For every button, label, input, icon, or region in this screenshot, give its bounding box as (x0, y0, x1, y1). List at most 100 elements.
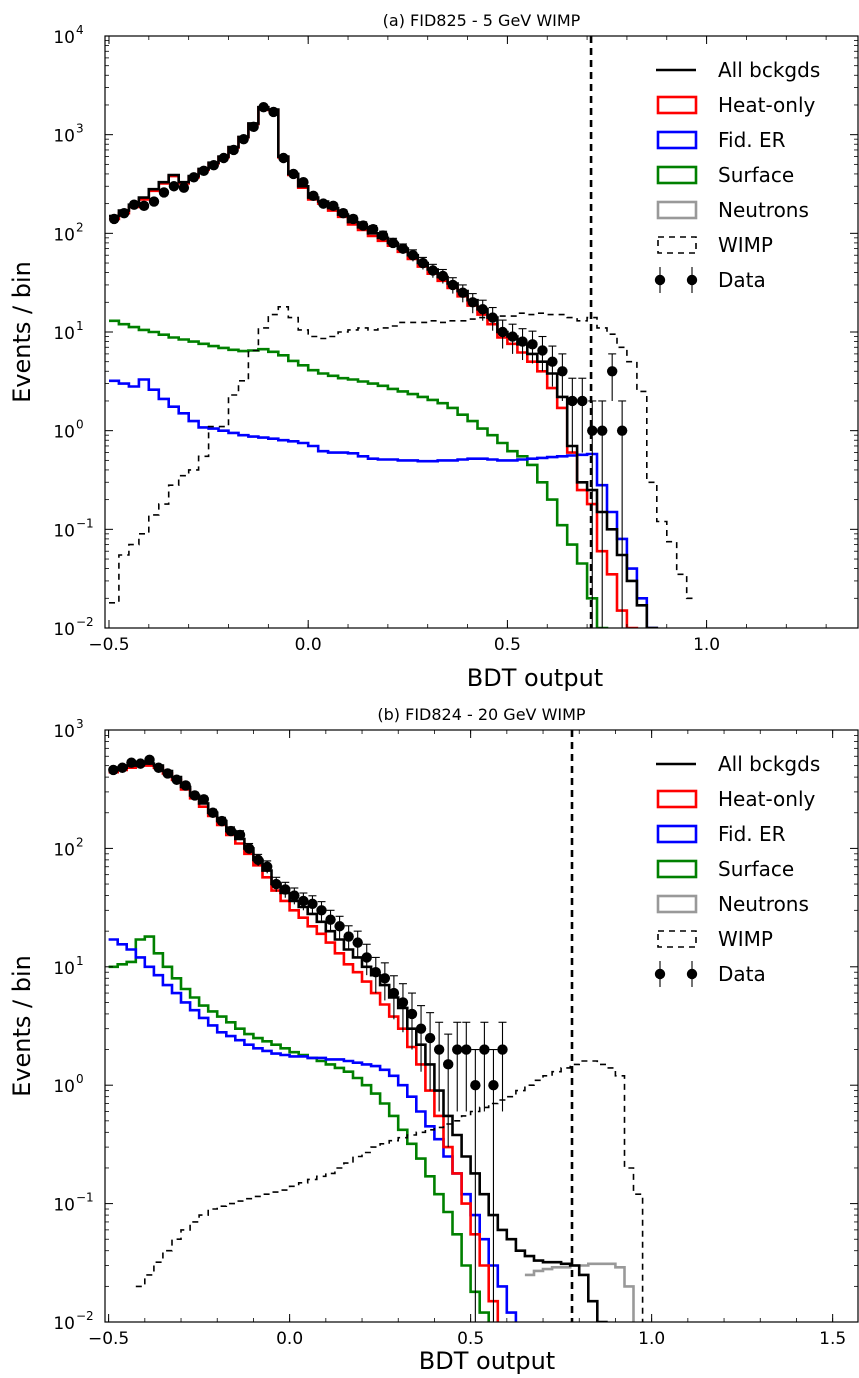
data-point (108, 764, 119, 776)
data-point (577, 395, 588, 407)
legend-point (686, 274, 698, 286)
data-point (307, 898, 318, 910)
data-point (171, 774, 182, 785)
data-point (258, 101, 269, 113)
data-point (467, 297, 478, 308)
legend-label: Neutrons (718, 198, 809, 222)
data-point (135, 758, 146, 769)
legend-label: Data (718, 962, 766, 986)
y-tick-exponent: −1 (76, 1191, 94, 1205)
data-point (162, 768, 173, 779)
axes-frame (104, 729, 859, 1323)
chart-title: (b) FID824 - 20 GeV WIMP (377, 705, 586, 724)
data-point (343, 931, 354, 942)
y-tick-exponent: 2 (76, 835, 84, 849)
axes-frame (104, 35, 859, 629)
data-point (406, 1008, 418, 1020)
data-point (447, 279, 459, 291)
y-tick-label: 10 (53, 127, 75, 147)
data-point (188, 172, 200, 183)
legend-item-heat: Heat-only (656, 93, 815, 117)
data-point (178, 182, 190, 193)
data-point (547, 356, 558, 367)
data-point (357, 220, 369, 231)
data-point (606, 366, 618, 377)
y-tick-exponent: 1 (76, 954, 84, 968)
data-point (388, 987, 400, 999)
x-tick-label: 1.0 (693, 635, 720, 655)
data-point (367, 224, 379, 235)
legend-item-data: Data (654, 267, 766, 293)
data-point (424, 1032, 436, 1044)
data-point (452, 1044, 463, 1055)
data-point (597, 425, 608, 436)
legend-swatch (656, 859, 698, 879)
data-point (208, 160, 219, 171)
y-tick-label: 10 (53, 1196, 75, 1216)
data-point (457, 287, 468, 298)
legend-label: All bckgds (718, 752, 820, 776)
data-point (117, 762, 128, 773)
legend-item-fider: Fid. ER (656, 822, 786, 846)
series-all-histogram (109, 105, 659, 628)
legend-swatch (656, 165, 698, 185)
chart-title: (a) FID825 - 5 GeV WIMP (383, 11, 581, 30)
legend-swatch (656, 200, 698, 220)
legend-swatch (656, 894, 698, 914)
series-surf-histogram (108, 935, 490, 1322)
series-wimp-histogram (135, 1060, 644, 1322)
data-point (216, 815, 228, 827)
legend-label: Fid. ER (718, 128, 786, 152)
legend-label: Surface (718, 857, 794, 881)
data-point (379, 973, 391, 984)
legend-swatch (657, 930, 697, 948)
y-tick-exponent: 0 (76, 1072, 84, 1086)
y-tick-label: 10 (53, 28, 75, 48)
y-axis-label: Events / bin (8, 955, 36, 1097)
legend-item-surf: Surface (656, 857, 794, 881)
data-point (168, 181, 180, 192)
y-tick-label: 10 (53, 959, 75, 979)
data-point (225, 825, 237, 837)
legend-point (654, 274, 666, 286)
data-point (387, 237, 399, 249)
data-point (517, 336, 528, 347)
legend: All bckgds Heat-only Fid. ER Surface Neutron… (654, 58, 820, 293)
data-point (567, 395, 578, 407)
y-tick-label: 10 (53, 521, 75, 541)
data-point (218, 152, 229, 164)
legend-item-surf: Surface (656, 163, 794, 187)
x-tick-label: −0.5 (88, 1329, 129, 1349)
legend-label: All bckgds (718, 58, 820, 82)
data-point (507, 331, 518, 342)
y-tick-exponent: 3 (76, 122, 84, 136)
x-tick-label: 0.5 (457, 1329, 484, 1349)
legend-label: Neutrons (718, 892, 809, 916)
y-tick-label: 10 (53, 840, 75, 860)
legend-label: Heat-only (718, 93, 815, 117)
legend-swatch (656, 789, 698, 809)
data-point (118, 207, 130, 219)
data-point (415, 1023, 427, 1034)
data-point (488, 1080, 499, 1091)
data-point (248, 121, 259, 133)
data-point (334, 921, 345, 932)
legend-item-wimp: WIMP (657, 927, 773, 951)
data-point (397, 997, 409, 1008)
data-point (461, 1044, 472, 1055)
data-point (158, 187, 170, 198)
data-point (442, 1059, 454, 1070)
x-axis-label: BDT output (467, 664, 603, 692)
data-point (433, 1044, 445, 1055)
legend-item-all: All bckgds (656, 58, 820, 82)
data-point (243, 843, 255, 854)
legend-label: WIMP (718, 927, 773, 951)
y-tick-exponent: −1 (76, 516, 94, 530)
data-point (108, 213, 120, 225)
legend-swatch (656, 824, 698, 844)
legend-point (686, 968, 698, 980)
y-tick-label: 10 (53, 1077, 75, 1097)
legend-label: Fid. ER (718, 822, 786, 846)
data-point (616, 425, 628, 436)
